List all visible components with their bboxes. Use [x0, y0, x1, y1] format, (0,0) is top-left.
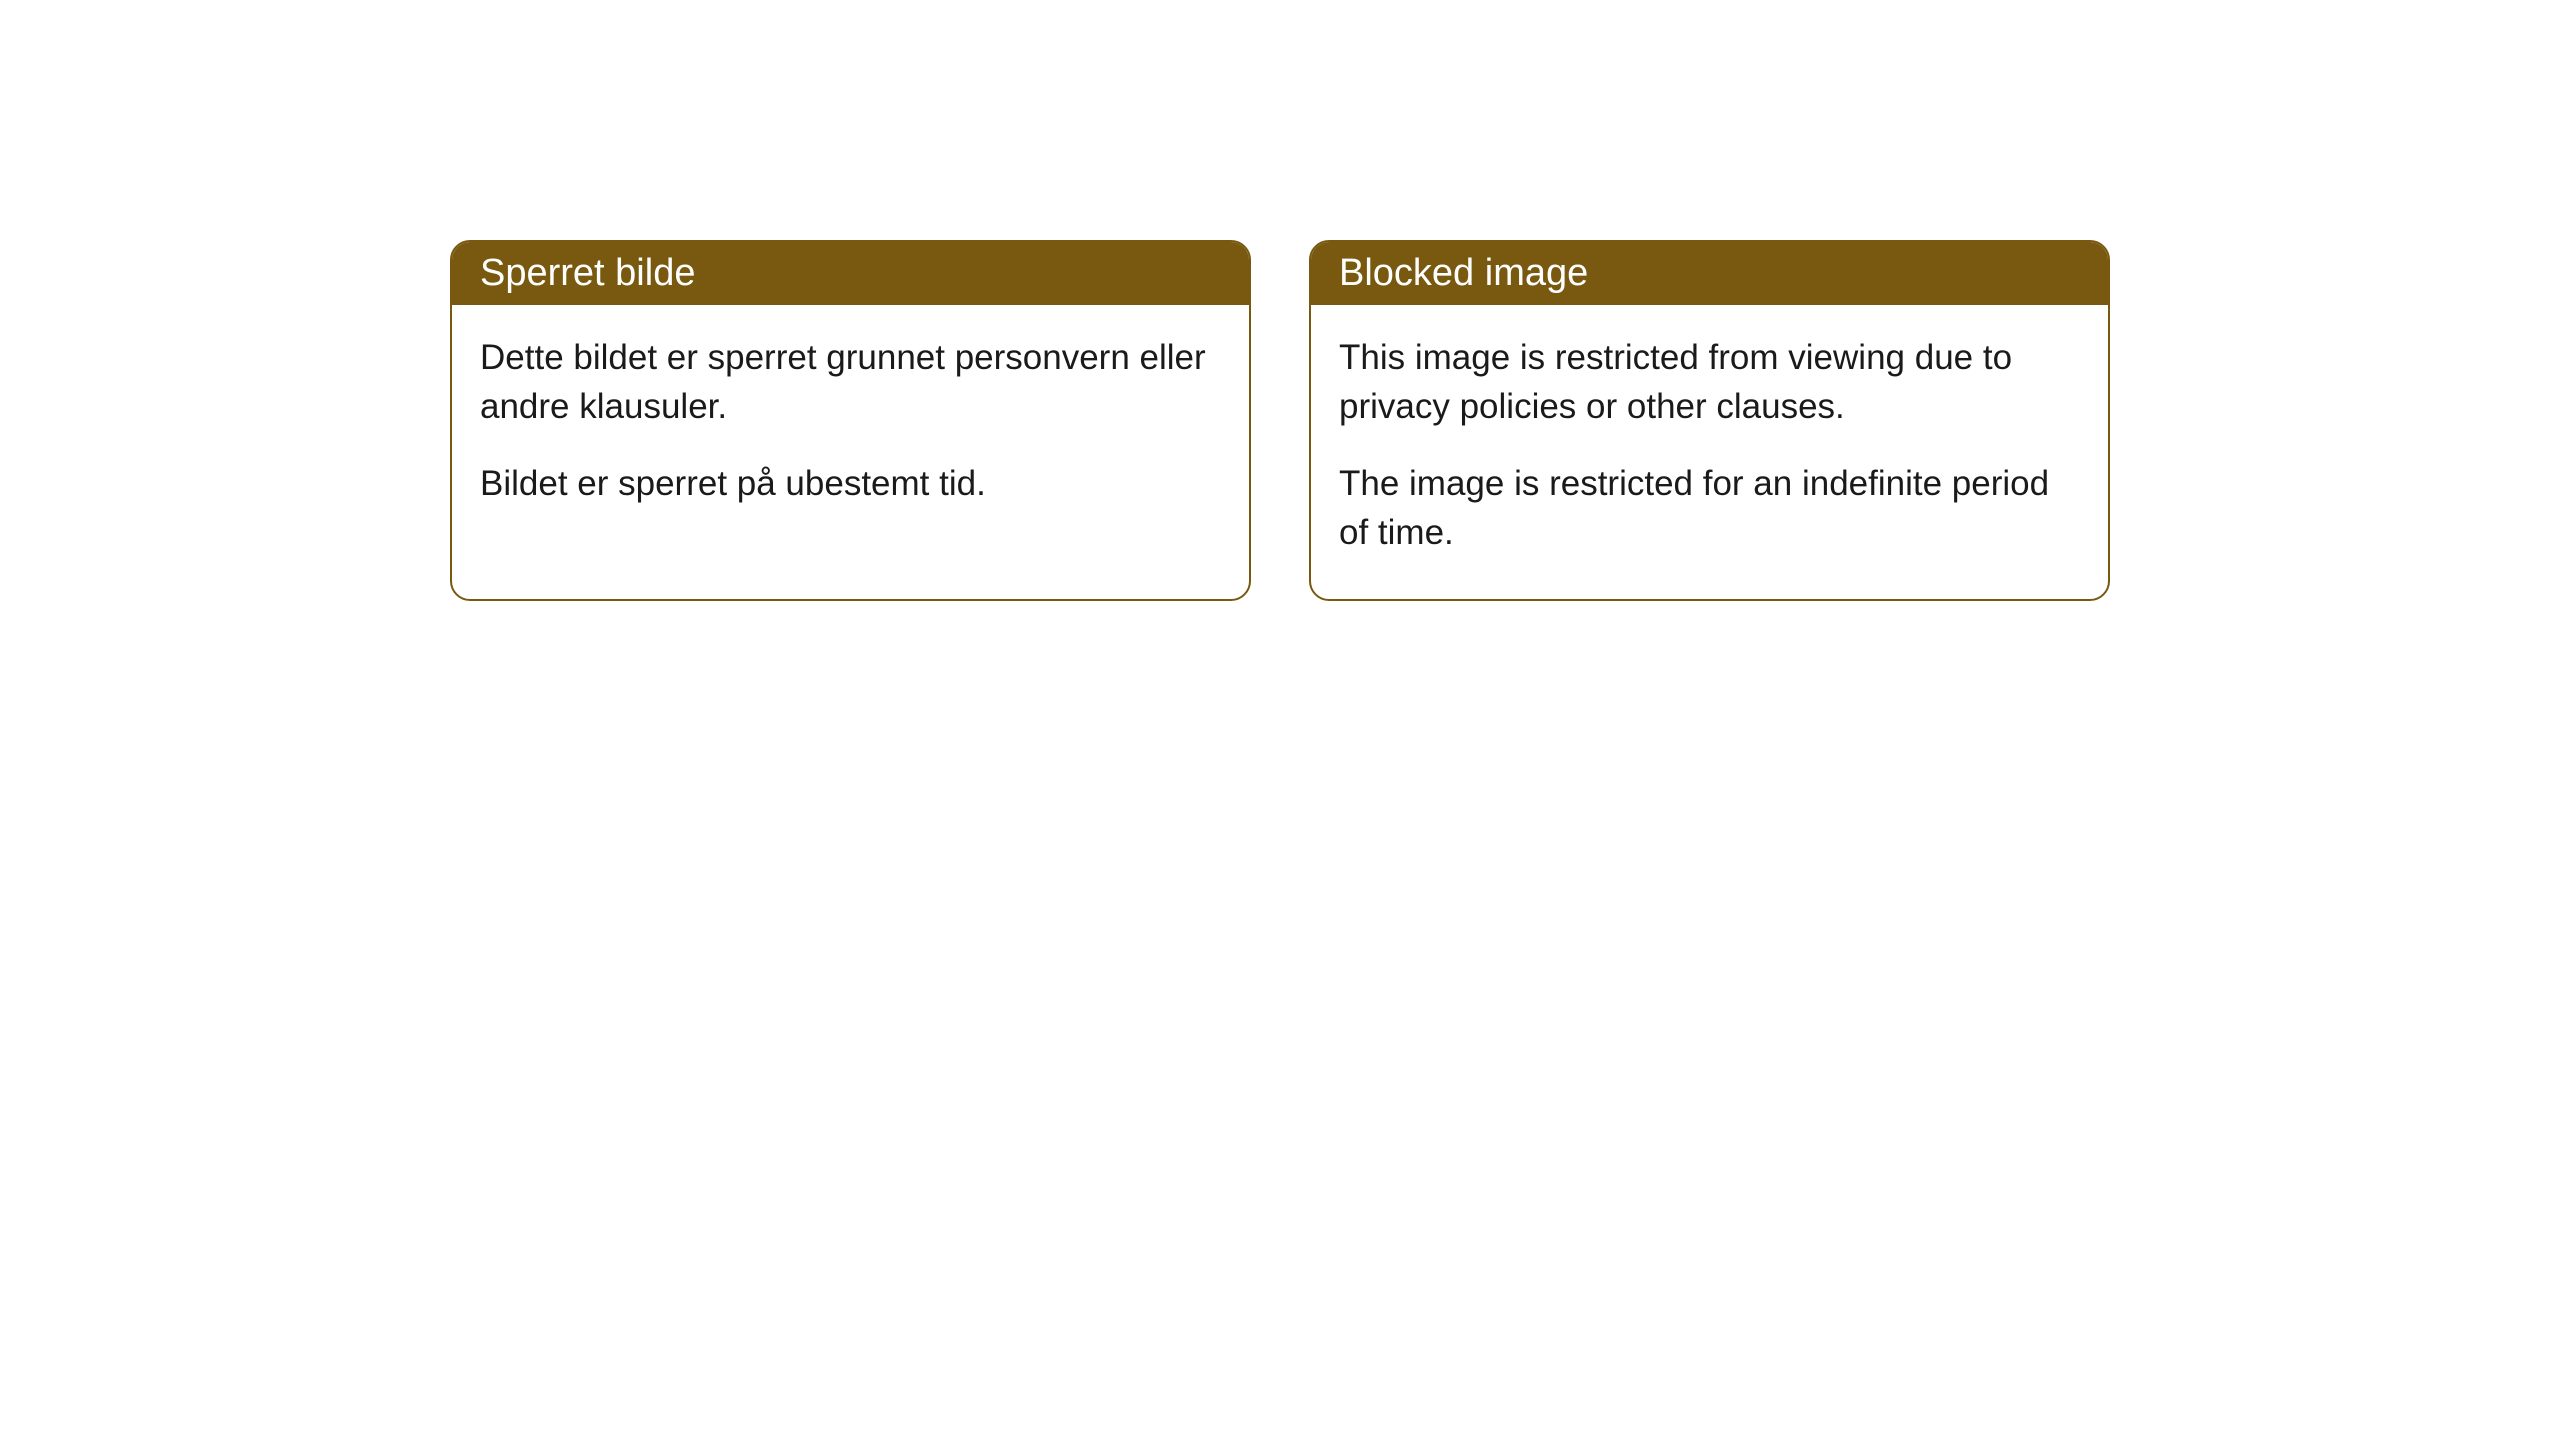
cards-container: Sperret bilde Dette bildet er sperret gr… [450, 240, 2110, 601]
card-norwegian: Sperret bilde Dette bildet er sperret gr… [450, 240, 1251, 601]
card-header: Sperret bilde [452, 242, 1249, 305]
card-paragraph: Dette bildet er sperret grunnet personve… [480, 333, 1221, 431]
card-paragraph: Bildet er sperret på ubestemt tid. [480, 459, 1221, 508]
card-body: This image is restricted from viewing du… [1311, 305, 2108, 599]
card-body: Dette bildet er sperret grunnet personve… [452, 305, 1249, 550]
card-header: Blocked image [1311, 242, 2108, 305]
card-paragraph: The image is restricted for an indefinit… [1339, 459, 2080, 557]
card-paragraph: This image is restricted from viewing du… [1339, 333, 2080, 431]
card-english: Blocked image This image is restricted f… [1309, 240, 2110, 601]
